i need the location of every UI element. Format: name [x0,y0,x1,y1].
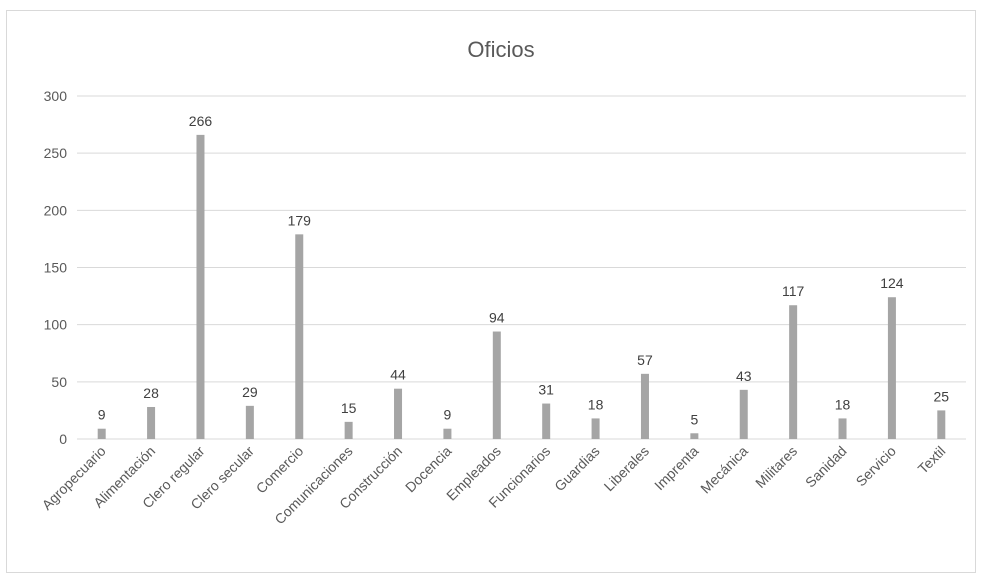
x-tick-label: Servicio [853,443,900,490]
chart-title: Oficios [467,37,534,62]
y-axis-ticks: 0 50 100 150 200 250 300 [44,88,68,447]
chart-frame [6,10,976,573]
bar [542,403,551,439]
bar [97,428,106,439]
x-tick-label: Militares [752,443,800,491]
data-label: 43 [736,368,752,384]
bar [640,373,649,439]
y-tick-label: 50 [51,374,67,390]
y-tick-label: 250 [44,145,68,161]
data-label: 44 [390,367,406,383]
data-labels: 9 28 266 29 179 15 44 9 94 31 18 57 5 43 117 18 124 25 [98,113,950,427]
bar [789,305,798,439]
bar [887,297,896,439]
data-label: 5 [690,411,698,427]
data-label: 9 [98,407,106,423]
data-label: 31 [538,382,554,398]
bar [838,418,847,439]
data-label: 94 [489,310,505,326]
bar [394,388,403,439]
data-label: 57 [637,352,653,368]
bar [196,134,205,439]
data-label: 15 [341,400,357,416]
data-label: 9 [444,407,452,423]
data-label: 28 [143,385,159,401]
y-tick-label: 150 [44,260,68,276]
y-tick-label: 100 [44,317,68,333]
data-label: 124 [880,275,904,291]
x-tick-label: Imprenta [651,443,702,494]
data-label: 117 [782,283,805,299]
data-label: 29 [242,384,258,400]
bar [739,389,748,439]
x-tick-label: Guardias [551,443,602,494]
x-tick-label: Textil [915,443,949,477]
y-tick-label: 0 [59,431,67,447]
bar [591,418,600,439]
bars [97,134,946,439]
data-label: 266 [189,113,213,129]
x-tick-label: Liberales [601,443,652,494]
gridlines [77,95,966,440]
bar [147,406,156,439]
bar [344,421,353,439]
data-label: 25 [934,388,950,404]
bar [245,405,254,439]
bar [443,428,452,439]
bar [492,331,501,439]
data-label: 179 [288,212,312,228]
bar [295,234,304,439]
x-tick-label: Mecánica [697,443,751,497]
bar [937,410,946,439]
y-tick-label: 200 [44,202,68,218]
y-tick-label: 300 [44,88,68,104]
data-label: 18 [835,396,851,412]
x-tick-label: Sanidad [802,443,850,491]
bar [690,433,699,439]
data-label: 18 [588,396,604,412]
